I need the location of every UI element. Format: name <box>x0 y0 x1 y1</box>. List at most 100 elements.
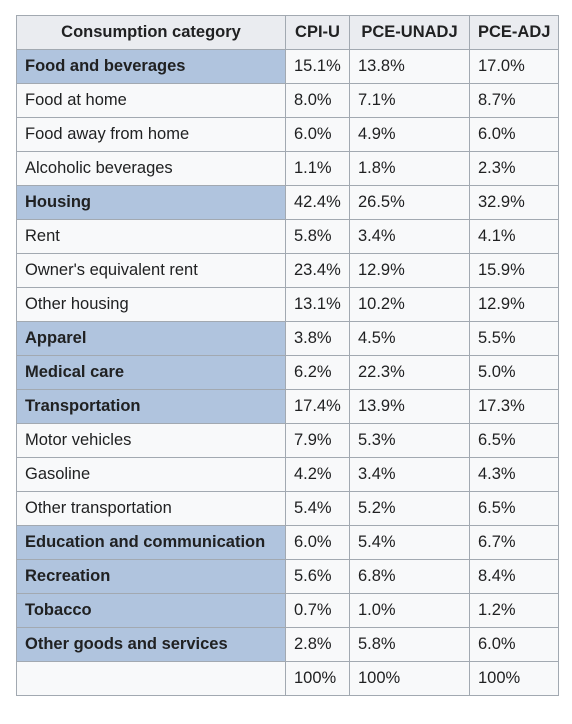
cpi-u-cell: 8.0% <box>285 83 350 118</box>
cpi-u-cell: 5.6% <box>285 559 350 594</box>
table-row: Other housing 13.1% 10.2% 12.9% <box>16 287 560 322</box>
total-pce-unadj-cell: 100% <box>349 661 470 696</box>
table-row: Gasoline 4.2% 3.4% 4.3% <box>16 457 560 492</box>
table-header: Consumption category CPI-U PCE-UNADJ PCE… <box>16 15 560 50</box>
cpi-u-cell: 17.4% <box>285 389 350 424</box>
cpi-u-cell: 13.1% <box>285 287 350 322</box>
cpi-u-cell: 6.0% <box>285 525 350 560</box>
pce-adj-cell: 5.0% <box>468 355 560 390</box>
pce-unadj-cell: 5.3% <box>349 423 470 458</box>
cpi-u-cell: 23.4% <box>285 253 350 288</box>
table-row: Motor vehicles 7.9% 5.3% 6.5% <box>16 423 560 458</box>
table-row: Owner's equivalent rent 23.4% 12.9% 15.9% <box>16 253 560 288</box>
category-cell: Owner's equivalent rent <box>16 253 286 288</box>
table-row: Food away from home 6.0% 4.9% 6.0% <box>16 117 560 152</box>
pce-adj-cell: 6.0% <box>468 627 560 662</box>
pce-adj-cell: 1.2% <box>468 593 560 628</box>
category-cell: Motor vehicles <box>16 423 286 458</box>
pce-adj-cell: 12.9% <box>468 287 560 322</box>
cpi-u-cell: 42.4% <box>285 185 350 220</box>
category-cell: Food away from home <box>16 117 286 152</box>
total-cpi-u-cell: 100% <box>285 661 350 696</box>
total-row: 100% 100% 100% <box>16 661 560 696</box>
consumption-weights-table: Consumption category CPI-U PCE-UNADJ PCE… <box>16 15 560 696</box>
pce-unadj-cell: 5.4% <box>349 525 470 560</box>
total-pce-adj-cell: 100% <box>468 661 560 696</box>
pce-unadj-cell: 12.9% <box>349 253 470 288</box>
header-row: Consumption category CPI-U PCE-UNADJ PCE… <box>16 15 560 50</box>
header-pce-unadj: PCE-UNADJ <box>349 15 470 50</box>
category-cell: Other housing <box>16 287 286 322</box>
total-category-cell <box>16 661 286 696</box>
table-row: Housing 42.4% 26.5% 32.9% <box>16 185 560 220</box>
pce-adj-cell: 6.7% <box>468 525 560 560</box>
pce-adj-cell: 4.3% <box>468 457 560 492</box>
pce-unadj-cell: 1.8% <box>349 151 470 186</box>
category-cell: Apparel <box>16 321 286 356</box>
pce-unadj-cell: 5.8% <box>349 627 470 662</box>
table-row: Rent 5.8% 3.4% 4.1% <box>16 219 560 254</box>
pce-adj-cell: 4.1% <box>468 219 560 254</box>
header-pce-adj: PCE-ADJ <box>468 15 560 50</box>
header-cpi-u: CPI-U <box>285 15 350 50</box>
cpi-u-cell: 2.8% <box>285 627 350 662</box>
category-cell: Gasoline <box>16 457 286 492</box>
pce-adj-cell: 15.9% <box>468 253 560 288</box>
category-cell: Medical care <box>16 355 286 390</box>
category-cell: Education and communication <box>16 525 286 560</box>
category-cell: Alcoholic beverages <box>16 151 286 186</box>
pce-adj-cell: 8.4% <box>468 559 560 594</box>
table-row: Education and communication 6.0% 5.4% 6.7% <box>16 525 560 560</box>
pce-unadj-cell: 10.2% <box>349 287 470 322</box>
pce-unadj-cell: 3.4% <box>349 219 470 254</box>
table-row: Other goods and services 2.8% 5.8% 6.0% <box>16 627 560 662</box>
cpi-u-cell: 7.9% <box>285 423 350 458</box>
pce-adj-cell: 32.9% <box>468 185 560 220</box>
cpi-u-cell: 1.1% <box>285 151 350 186</box>
category-cell: Tobacco <box>16 593 286 628</box>
category-cell: Food at home <box>16 83 286 118</box>
pce-unadj-cell: 26.5% <box>349 185 470 220</box>
table-row: Recreation 5.6% 6.8% 8.4% <box>16 559 560 594</box>
category-cell: Food and beverages <box>16 49 286 84</box>
pce-unadj-cell: 4.5% <box>349 321 470 356</box>
table-row: Other transportation 5.4% 5.2% 6.5% <box>16 491 560 526</box>
pce-unadj-cell: 22.3% <box>349 355 470 390</box>
category-cell: Recreation <box>16 559 286 594</box>
pce-unadj-cell: 5.2% <box>349 491 470 526</box>
pce-adj-cell: 5.5% <box>468 321 560 356</box>
table-row: Food at home 8.0% 7.1% 8.7% <box>16 83 560 118</box>
pce-adj-cell: 17.0% <box>468 49 560 84</box>
category-cell: Other transportation <box>16 491 286 526</box>
cpi-u-cell: 4.2% <box>285 457 350 492</box>
cpi-u-cell: 6.2% <box>285 355 350 390</box>
pce-unadj-cell: 7.1% <box>349 83 470 118</box>
pce-unadj-cell: 6.8% <box>349 559 470 594</box>
pce-unadj-cell: 1.0% <box>349 593 470 628</box>
table-row: Food and beverages 15.1% 13.8% 17.0% <box>16 49 560 84</box>
pce-unadj-cell: 4.9% <box>349 117 470 152</box>
category-cell: Transportation <box>16 389 286 424</box>
header-consumption-category: Consumption category <box>16 15 286 50</box>
pce-adj-cell: 6.5% <box>468 491 560 526</box>
table-row: Apparel 3.8% 4.5% 5.5% <box>16 321 560 356</box>
pce-adj-cell: 6.0% <box>468 117 560 152</box>
pce-adj-cell: 2.3% <box>468 151 560 186</box>
table-row: Transportation 17.4% 13.9% 17.3% <box>16 389 560 424</box>
pce-unadj-cell: 13.9% <box>349 389 470 424</box>
cpi-u-cell: 15.1% <box>285 49 350 84</box>
category-cell: Other goods and services <box>16 627 286 662</box>
pce-adj-cell: 8.7% <box>468 83 560 118</box>
pce-unadj-cell: 13.8% <box>349 49 470 84</box>
pce-adj-cell: 6.5% <box>468 423 560 458</box>
table-row: Tobacco 0.7% 1.0% 1.2% <box>16 593 560 628</box>
cpi-u-cell: 6.0% <box>285 117 350 152</box>
category-cell: Rent <box>16 219 286 254</box>
consumption-weights-table-wrapper: Consumption category CPI-U PCE-UNADJ PCE… <box>16 15 560 696</box>
cpi-u-cell: 3.8% <box>285 321 350 356</box>
table-body: Food and beverages 15.1% 13.8% 17.0% Food at… <box>16 49 560 696</box>
pce-unadj-cell: 3.4% <box>349 457 470 492</box>
category-cell: Housing <box>16 185 286 220</box>
cpi-u-cell: 0.7% <box>285 593 350 628</box>
table-row: Alcoholic beverages 1.1% 1.8% 2.3% <box>16 151 560 186</box>
